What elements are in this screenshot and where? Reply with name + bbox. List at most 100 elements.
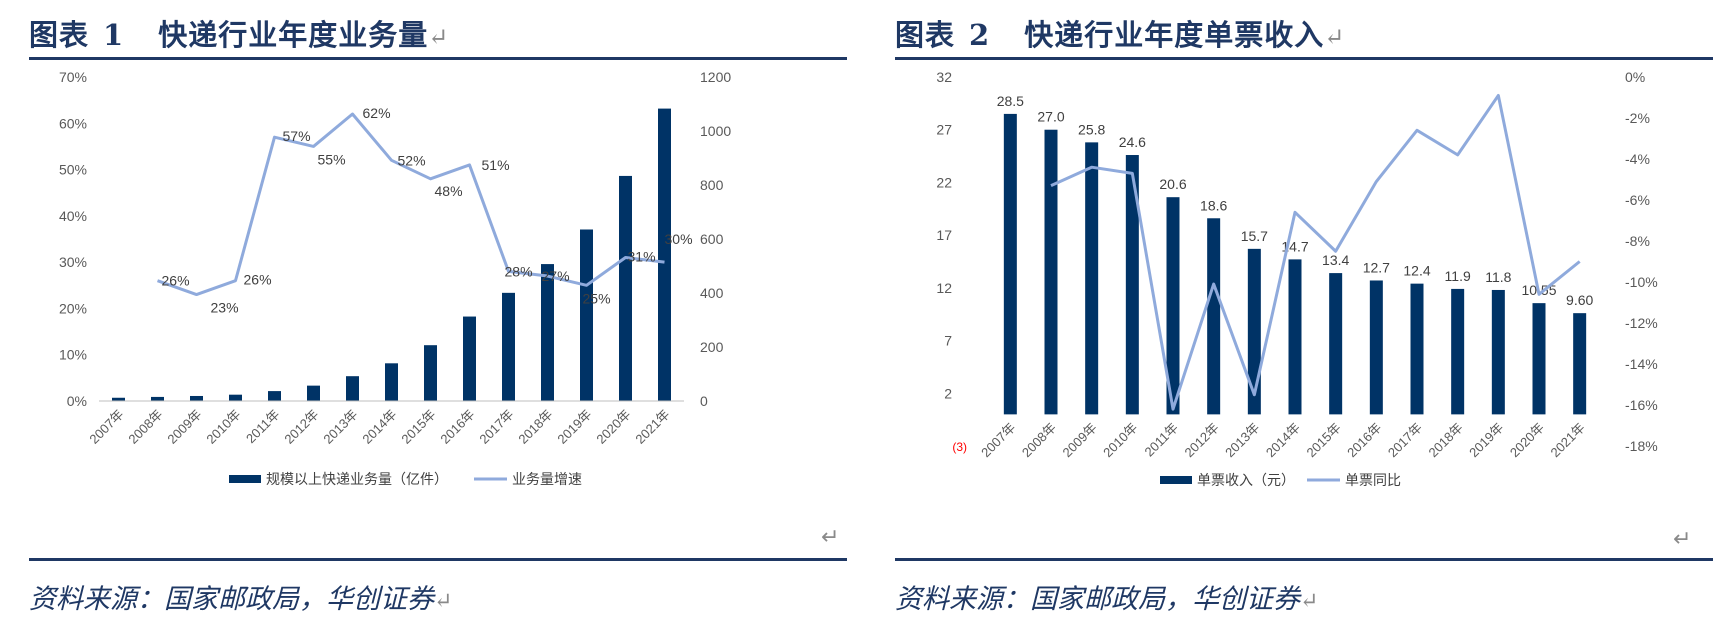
- right-axis-tick-label: 200: [700, 339, 724, 355]
- growth-data-label: 62%: [363, 105, 391, 121]
- title-number: 2: [969, 18, 991, 52]
- right-axis-tick-label: -10%: [1625, 274, 1658, 290]
- volume-bar: [385, 363, 398, 401]
- return-mark-icon: ↵: [1300, 589, 1319, 614]
- right-axis-tick-label: -4%: [1625, 151, 1650, 167]
- left-axis-tick-label: 10%: [59, 347, 87, 363]
- left-axis-tick-label: 30%: [59, 254, 87, 270]
- unit-revenue-bar: [1044, 129, 1058, 415]
- unit-revenue-bar: [1247, 248, 1261, 415]
- legend-bar-label: 规模以上快递业务量（亿件）: [266, 471, 448, 487]
- right-axis-tick-label: 600: [700, 231, 724, 247]
- unit-revenue-bar: [1532, 303, 1546, 415]
- x-axis-tick-label: 2013年: [1222, 420, 1262, 460]
- bar-data-label: 11.9: [1445, 268, 1471, 284]
- growth-data-label: 55%: [318, 151, 346, 167]
- right-axis-tick-label: 800: [700, 177, 724, 193]
- left-axis-tick-label: 20%: [59, 300, 87, 316]
- volume-bar: [580, 229, 593, 401]
- bar-data-label: 18.6: [1200, 197, 1227, 213]
- legend-bar-swatch: [229, 475, 261, 483]
- volume-bar: [151, 396, 164, 401]
- left-axis-tick-label: 22: [936, 174, 952, 190]
- x-axis-tick-label: 2008年: [125, 407, 165, 447]
- x-axis-tick-label: 2010年: [1100, 420, 1140, 460]
- growth-data-label: 31%: [628, 249, 656, 265]
- left-axis-tick-label: 7: [944, 333, 952, 349]
- unit-revenue-bar: [1166, 197, 1180, 415]
- volume-bar: [346, 376, 359, 401]
- left-axis-tick-label: 17: [936, 227, 952, 243]
- x-axis-tick-label: 2021年: [1548, 420, 1588, 460]
- left-axis-tick-label: 32: [936, 69, 952, 85]
- growth-data-label: 27%: [542, 268, 570, 284]
- bar-data-label: 28.5: [997, 93, 1024, 109]
- x-axis-tick-label: 2007年: [86, 407, 126, 447]
- volume-bar: [658, 108, 671, 401]
- growth-data-label: 51%: [482, 157, 510, 173]
- source-text: 资料来源：国家邮政局，华创证券: [895, 584, 1300, 615]
- x-axis-tick-label: 2012年: [281, 407, 321, 447]
- source-note: 资料来源：国家邮政局，华创证券↵: [895, 577, 1318, 616]
- x-axis-tick-label: 2016年: [437, 407, 477, 447]
- growth-data-label: 26%: [244, 272, 272, 288]
- bar-data-label: 27.0: [1037, 109, 1064, 125]
- volume-bar: [112, 397, 125, 401]
- return-mark-icon: ↵: [428, 23, 450, 51]
- growth-data-label: 23%: [211, 300, 239, 316]
- x-axis-tick-label: 2015年: [398, 407, 438, 447]
- source-note: 资料来源：国家邮政局，华创证券↵: [29, 577, 452, 616]
- right-axis-tick-label: 1200: [700, 69, 731, 85]
- right-axis-tick-label: 0: [700, 393, 708, 409]
- title-prefix: 图表: [895, 18, 956, 52]
- return-mark-icon: ↵: [434, 589, 453, 614]
- left-axis-tick-label: 27: [936, 122, 952, 138]
- figure-1: 图表 1 快递行业年度业务量↵ 0% 10% 20% 30% 40% 50% 60% 70% 0 20…: [29, 0, 879, 633]
- bar-data-label: 12.7: [1363, 259, 1390, 275]
- x-axis-tick-label: 2012年: [1182, 420, 1222, 460]
- bar-data-label: 15.7: [1241, 228, 1268, 244]
- right-axis-tick-label: -2%: [1625, 110, 1650, 126]
- bar-data-label: 20.6: [1159, 176, 1186, 192]
- top-rule: [895, 57, 1713, 60]
- right-axis-tick-label: -12%: [1625, 315, 1658, 331]
- growth-data-label: 26%: [162, 273, 190, 289]
- bar-data-label: 13.4: [1322, 252, 1349, 268]
- unit-revenue-bar: [1451, 288, 1465, 415]
- source-text: 资料来源：国家邮政局，华创证券: [29, 584, 434, 615]
- x-axis-tick-label: 2017年: [1385, 420, 1425, 460]
- return-mark-icon: ↵: [1324, 23, 1346, 51]
- unit-revenue-bar: [1573, 313, 1587, 415]
- yoy-line: [1050, 93, 1581, 411]
- figure-title: 图表 1 快递行业年度业务量↵: [29, 12, 449, 54]
- x-axis-tick-label: 2015年: [1304, 420, 1344, 460]
- right-axis-tick-label: -8%: [1625, 233, 1650, 249]
- x-axis-tick-label: 2008年: [1019, 420, 1059, 460]
- x-axis-tick-label: 2011年: [243, 407, 283, 447]
- title-prefix: 图表: [29, 18, 90, 52]
- unit-revenue-bar: [1288, 259, 1302, 415]
- bar-data-label: 11.8: [1485, 269, 1511, 285]
- growth-data-label: 48%: [435, 183, 463, 199]
- bottom-rule: [29, 558, 847, 561]
- title-text: 快递行业年度单票收入: [1024, 18, 1325, 52]
- volume-bar: [541, 264, 554, 401]
- x-axis-tick-label: 2009年: [1060, 420, 1100, 460]
- title-text: 快递行业年度业务量: [158, 18, 429, 52]
- growth-data-label: 30%: [665, 231, 693, 247]
- x-axis-tick-label: 2018年: [515, 407, 555, 447]
- x-axis-tick-label: 2010年: [203, 407, 243, 447]
- right-axis-tick-label: -18%: [1625, 438, 1658, 454]
- x-axis-tick-label: 2017年: [476, 407, 516, 447]
- bar-data-label: 25.8: [1078, 121, 1105, 137]
- figure-2: 图表 2 快递行业年度单票收入↵ (3) 2 7 12 17 22 27 32 -18% -16% -1…: [895, 0, 1736, 633]
- left-axis-tick-label: 70%: [59, 69, 87, 85]
- return-mark-icon: ↵: [1673, 527, 1692, 552]
- bar-data-label: 9.60: [1566, 292, 1593, 308]
- unit-revenue-bar: [1125, 155, 1139, 415]
- unit-revenue-bar: [1207, 218, 1221, 415]
- growth-data-label: 57%: [283, 128, 311, 144]
- left-axis-tick-label: 12: [936, 280, 952, 296]
- legend-bar-label: 单票收入（元）: [1197, 472, 1295, 488]
- unit-revenue-bar: [1085, 142, 1099, 415]
